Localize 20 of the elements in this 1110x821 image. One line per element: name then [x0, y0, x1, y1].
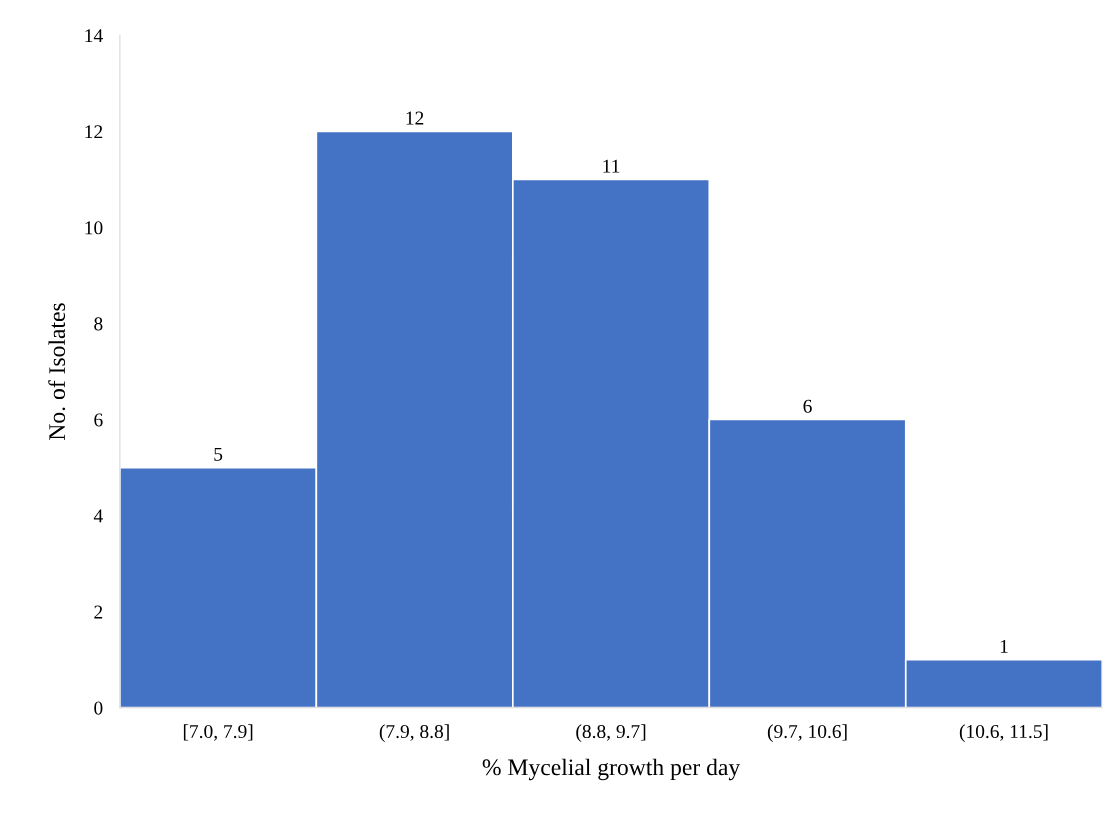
y-tick-label: 0: [94, 701, 103, 715]
data-label: 6: [803, 399, 812, 413]
y-tick-label: 8: [94, 317, 103, 331]
y-tick-label: 6: [94, 413, 103, 427]
y-tick-label: 10: [85, 221, 103, 235]
y-axis-title: No. of Isolates: [48, 303, 66, 440]
x-tick-label: [7.0, 7.9]: [183, 724, 253, 741]
x-tick-label: (8.8, 9.7]: [576, 724, 646, 742]
data-label: 12: [406, 111, 424, 125]
data-label: 1: [1000, 639, 1008, 653]
x-tick-label: (7.9, 8.8]: [379, 724, 449, 742]
data-label: 5: [214, 447, 223, 461]
data-label: 11: [603, 159, 620, 173]
y-tick-label: 12: [85, 125, 103, 139]
y-tick-label: 14: [85, 29, 103, 43]
y-tick-label: 2: [94, 605, 103, 619]
x-axis-title: % Mycelial growth per day: [482, 758, 741, 781]
y-tick-label: 4: [93, 509, 103, 523]
x-tick-label: (9.7, 10.6]: [767, 724, 847, 742]
x-tick-label: (10.6, 11.5]: [959, 724, 1048, 742]
